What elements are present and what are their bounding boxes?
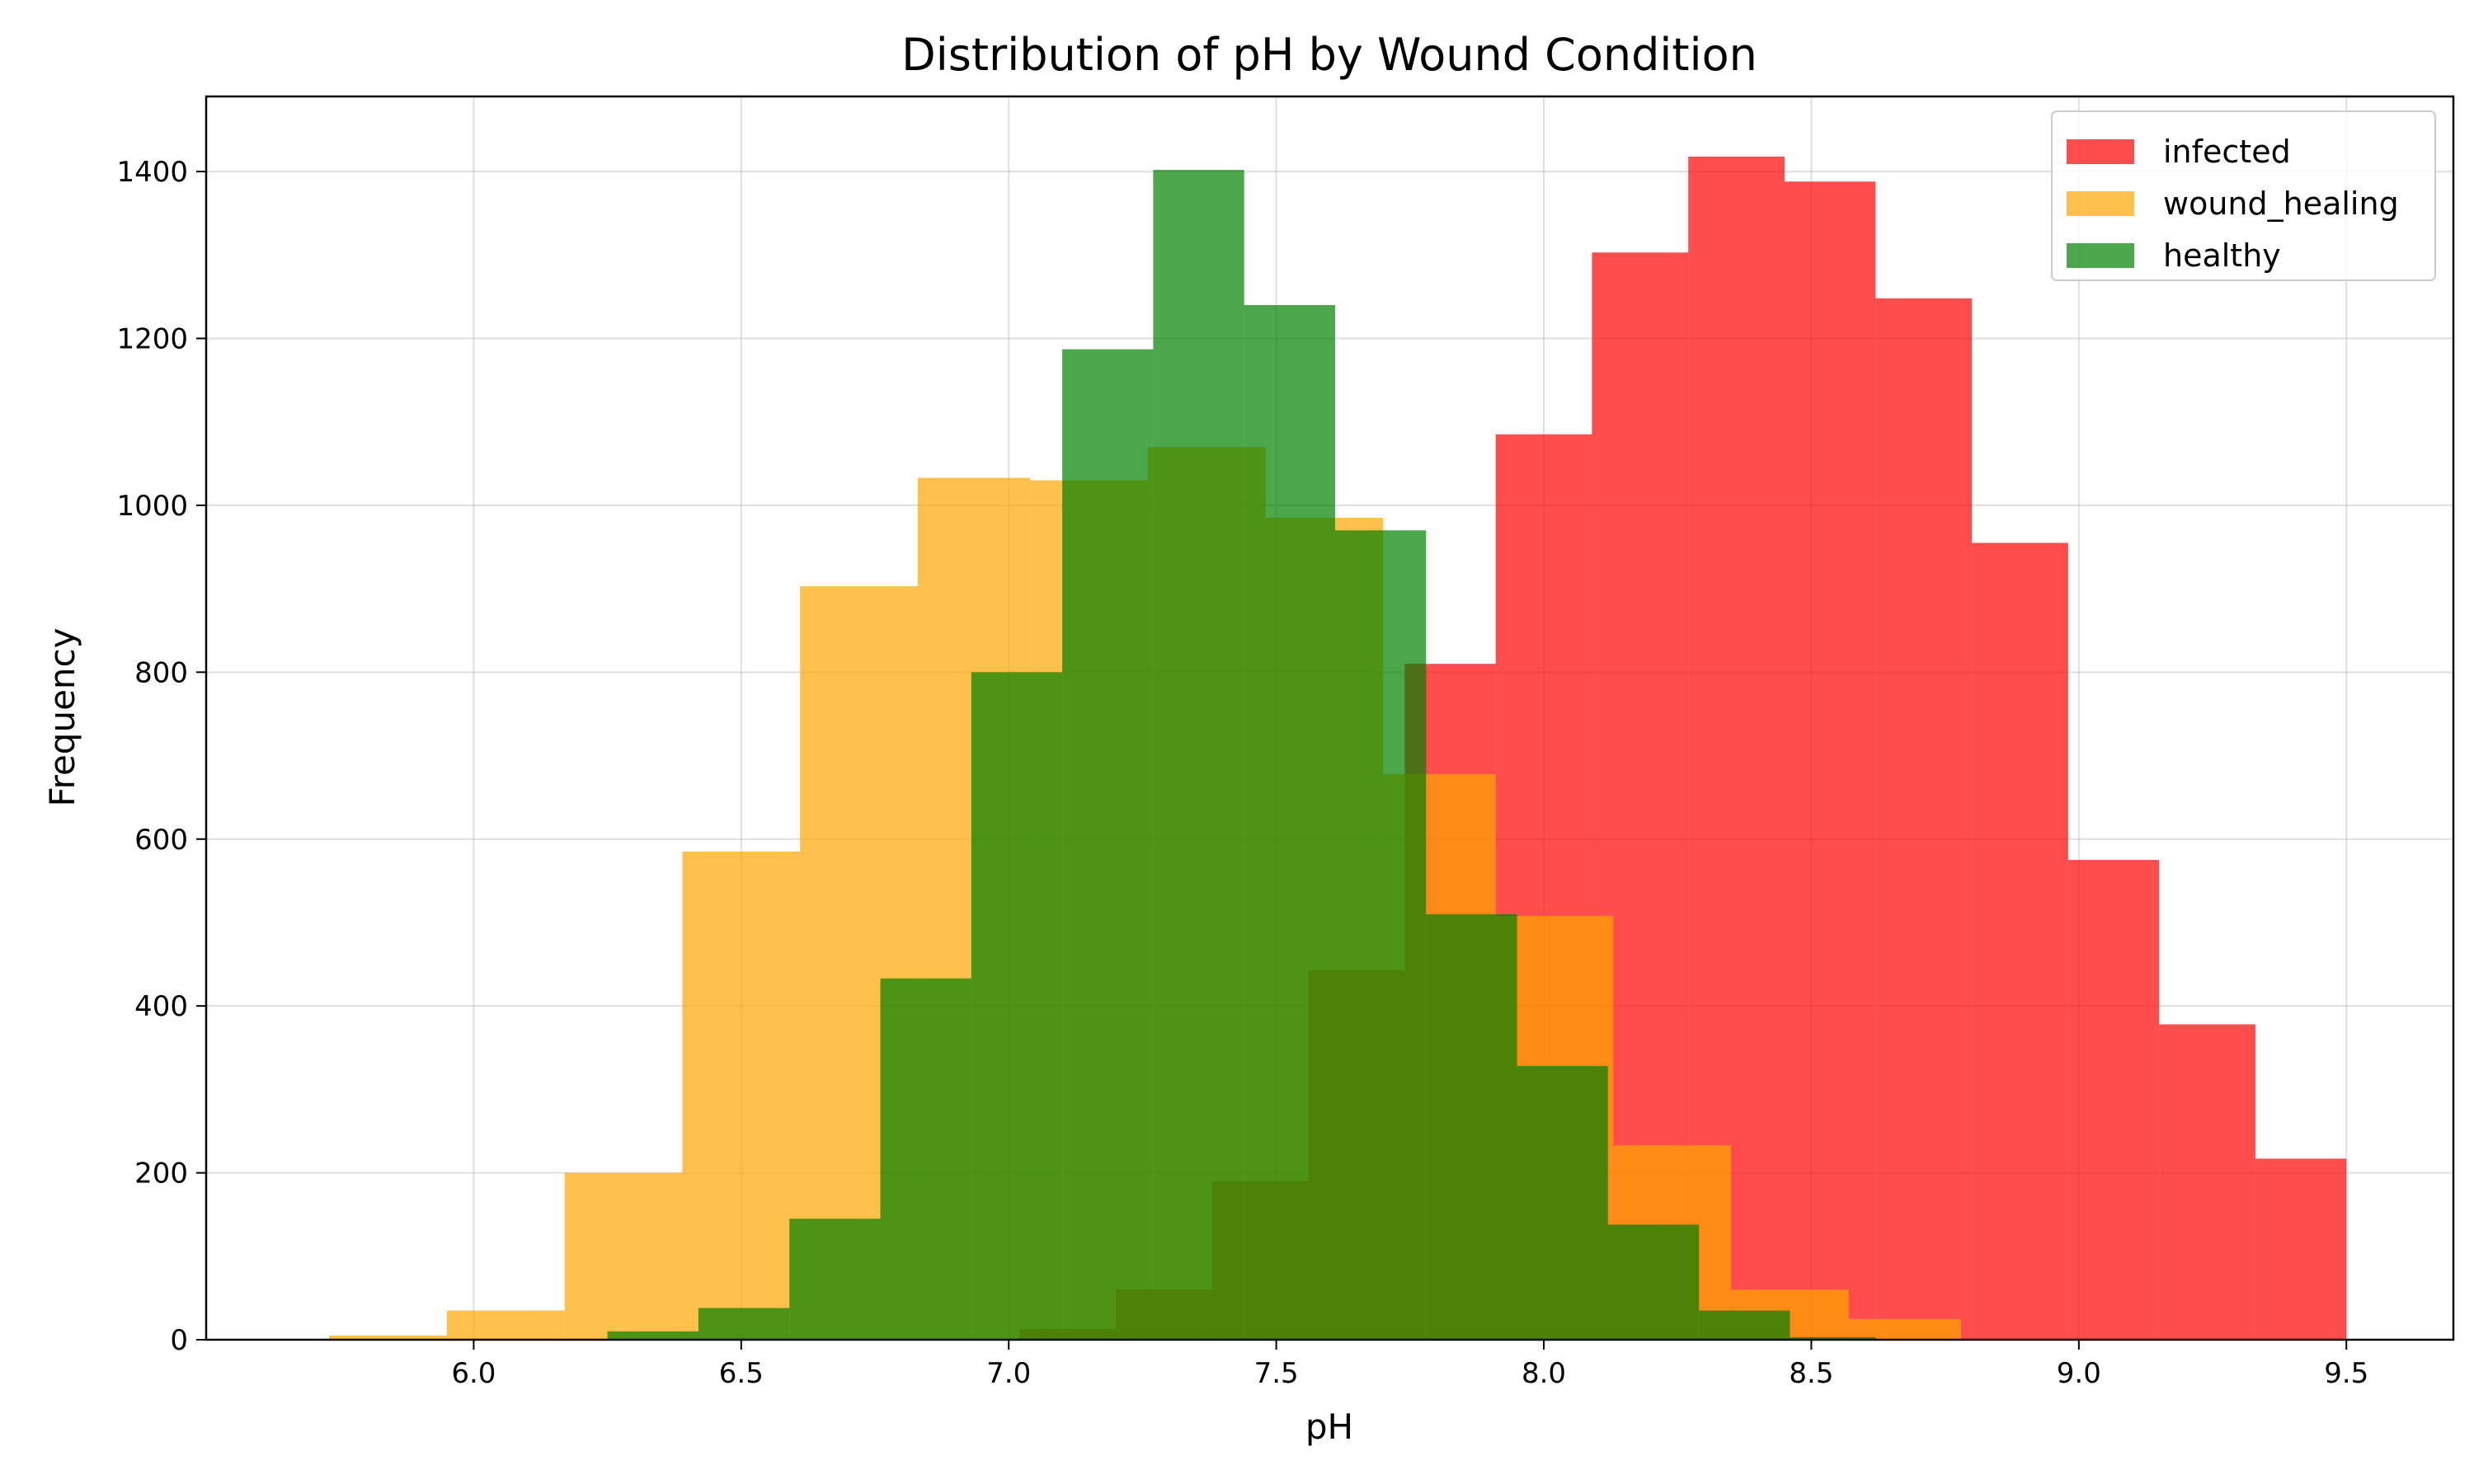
bar-wound-healing — [682, 851, 801, 1340]
y-tick-label: 1400 — [116, 156, 188, 189]
bars — [329, 156, 2347, 1341]
bar-healthy — [607, 1331, 698, 1340]
bar-wound-healing — [564, 1172, 683, 1340]
legend-label: wound_healing — [2163, 186, 2399, 222]
bar-infected — [1972, 542, 2068, 1340]
y-tick-label: 800 — [134, 656, 188, 689]
chart-title: Distribution of pH by Wound Condition — [901, 29, 1757, 81]
plot-frame — [205, 95, 2455, 1341]
y-tick-label: 200 — [134, 1158, 188, 1190]
x-tick-label: 8.5 — [1789, 1357, 1833, 1390]
bar-infected — [1875, 298, 1973, 1341]
bar-healthy — [1153, 170, 1244, 1340]
y-tick-label: 600 — [134, 824, 188, 857]
bar-wound-healing — [446, 1310, 565, 1340]
x-tick-label: 9.0 — [2057, 1357, 2101, 1390]
y-tick-label: 0 — [170, 1324, 188, 1357]
x-tick-label: 7.0 — [986, 1357, 1031, 1390]
bar-healthy — [880, 978, 971, 1340]
bar-healthy — [1426, 913, 1517, 1340]
bar-healthy — [1790, 1336, 1876, 1340]
legend-swatch — [2067, 139, 2134, 164]
y-axis-ticks: 0 200 400 600 800 1000 1200 1400 — [116, 156, 206, 1357]
legend-label: healthy — [2163, 237, 2281, 274]
series-healthy — [607, 170, 1876, 1340]
bar-healthy — [698, 1308, 790, 1340]
y-tick-label: 1200 — [116, 323, 188, 356]
bar-healthy — [1244, 305, 1335, 1340]
bar-healthy — [1699, 1310, 1790, 1340]
legend-label: infected — [2163, 134, 2291, 170]
bar-healthy — [1607, 1224, 1700, 1340]
x-tick-label: 6.0 — [451, 1357, 496, 1390]
legend-swatch — [2067, 191, 2134, 216]
x-tick-label: 6.5 — [719, 1357, 764, 1390]
legend-swatch — [2067, 243, 2134, 268]
bar-healthy — [1517, 1066, 1608, 1340]
legend-box — [2051, 110, 2436, 281]
bar-infected — [1688, 156, 1785, 1341]
bar-healthy — [1334, 530, 1427, 1340]
bar-healthy — [789, 1219, 881, 1340]
x-tick-label: 7.5 — [1254, 1357, 1299, 1390]
bar-infected — [2067, 860, 2160, 1340]
bar-infected — [2159, 1024, 2255, 1340]
bar-infected — [2255, 1158, 2347, 1340]
bar-healthy — [971, 672, 1063, 1340]
bar-wound-healing — [1848, 1318, 1962, 1340]
y-axis-label: Frequency — [42, 628, 82, 807]
x-tick-label: 8.0 — [1522, 1357, 1566, 1390]
bar-healthy — [1062, 349, 1154, 1340]
bar-wound-healing — [329, 1335, 447, 1340]
x-axis-ticks: 6.0 6.5 7.0 7.5 8.0 8.5 9.0 9.5 — [451, 1340, 2368, 1390]
x-axis-label: pH — [1305, 1407, 1353, 1447]
x-tick-label: 9.5 — [2324, 1357, 2368, 1390]
y-tick-label: 1000 — [116, 490, 188, 523]
bar-infected — [1784, 181, 1876, 1341]
y-tick-label: 400 — [134, 990, 188, 1023]
